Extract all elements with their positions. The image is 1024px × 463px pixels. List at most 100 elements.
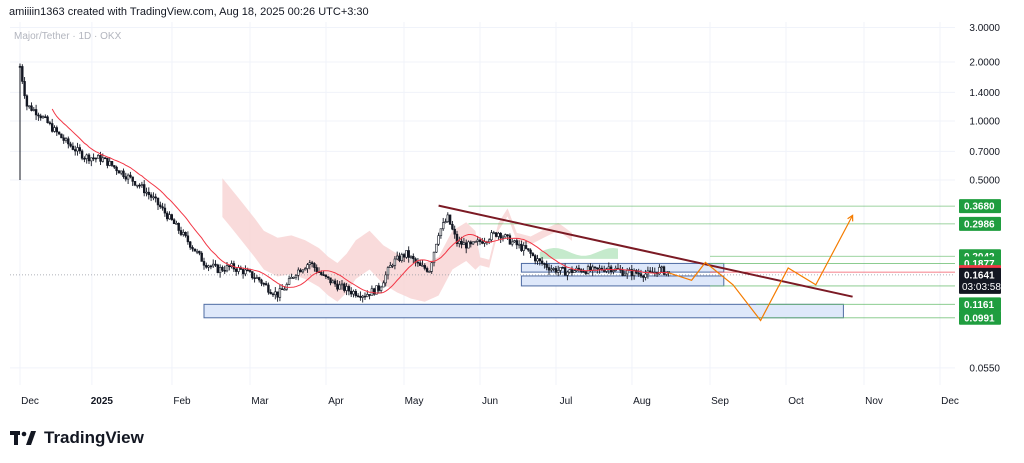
candle-body-72: [184, 232, 187, 237]
candle-body-24: [74, 149, 77, 152]
candle-body-127: [310, 262, 314, 264]
candle-body-215: [513, 240, 516, 243]
candle-body-272: [644, 273, 647, 278]
candle-body-142: [345, 286, 348, 291]
tradingview-logo: TradingView: [10, 428, 144, 448]
candle-body-232: [552, 268, 555, 270]
candle-body-246: [584, 271, 588, 274]
candle-body-131: [320, 272, 323, 275]
candle-body-262: [621, 269, 624, 276]
moving-average: [51, 108, 669, 294]
y-tick-6: 0.0550: [969, 363, 1000, 374]
candle-body-240: [570, 269, 574, 273]
candle-body-136: [331, 280, 334, 284]
candle-body-218: [520, 243, 523, 251]
candle-body-22: [69, 143, 72, 147]
y-tick-5: 0.5000: [969, 176, 1000, 187]
candle-body-223: [531, 253, 535, 256]
candle-body-21: [67, 138, 70, 145]
candle-body-179: [430, 262, 433, 272]
candle-body-47: [126, 174, 130, 180]
x-tick-10: Oct: [788, 396, 804, 407]
candle-body-89: [223, 270, 226, 272]
candle-body-155: [375, 285, 378, 295]
candle-body-44: [120, 170, 123, 174]
candle-body-175: [421, 265, 424, 267]
zone-0: [203, 303, 844, 319]
candle-body-101: [251, 271, 254, 279]
x-tick-1: 2025: [91, 396, 114, 407]
candle-body-55: [145, 191, 148, 194]
candle-body-118: [290, 276, 293, 279]
candle-body-200: [478, 239, 482, 242]
candle-body-4: [27, 105, 31, 108]
candle-body-187: [448, 214, 452, 225]
y-tick-4: 0.7000: [969, 147, 1000, 158]
level-tag-label-0: 0.3680: [964, 202, 995, 213]
candle-body-167: [402, 254, 406, 258]
level-tag-label-7: 0.0991: [964, 313, 995, 324]
candle-body-191: [458, 240, 461, 244]
sma-line: [51, 108, 669, 294]
candle-body-51: [136, 184, 139, 187]
candle-body-108: [267, 284, 270, 293]
candle-body-156: [377, 285, 380, 291]
candle-body-271: [642, 275, 645, 278]
candle-body-77: [195, 250, 199, 253]
candle-body-234: [556, 270, 560, 273]
candle-body-270: [639, 273, 643, 277]
candle-body-132: [322, 274, 325, 276]
candle-body-42: [115, 166, 118, 172]
price-axis: 3.0000 2.0000 1.4000 1.0000 0.7000 0.5000 0.05…: [959, 23, 1001, 374]
candle-body-112: [276, 291, 279, 298]
candle-body-74: [189, 241, 192, 248]
candle-body-178: [428, 271, 431, 273]
candle-body-76: [193, 248, 196, 252]
projection-line: [668, 215, 854, 322]
candle-body-98: [244, 269, 247, 275]
candle-body-33: [94, 157, 98, 160]
candle-body-256: [607, 266, 611, 270]
candle-body-8: [37, 114, 40, 117]
candle-body-80: [202, 261, 206, 266]
candle-body-125: [306, 264, 309, 269]
candle-body-67: [172, 219, 176, 225]
candle-body-29: [85, 154, 88, 159]
candle-body-48: [129, 174, 132, 178]
candle-body-267: [632, 269, 636, 276]
last-price-tag: [959, 267, 1001, 294]
level-tag-7: [959, 310, 1001, 325]
candle-body-207: [494, 232, 498, 237]
candle-body-82: [207, 265, 210, 268]
candle-body-186: [446, 214, 449, 222]
candle-body-228: [543, 263, 546, 265]
candle-body-220: [524, 245, 528, 249]
candle-body-121: [297, 269, 300, 276]
candle-body-84: [212, 263, 215, 267]
candle-body-243: [577, 267, 581, 270]
candle-body-53: [140, 184, 144, 187]
candle-body-157: [379, 286, 383, 291]
candle-body-192: [460, 240, 463, 245]
candle-body-133: [324, 274, 328, 277]
candle-body-230: [547, 267, 551, 271]
candle-body-266: [630, 269, 634, 276]
candle-body-213: [508, 235, 512, 245]
candle-body-5: [30, 105, 33, 111]
candle-body-233: [554, 268, 558, 273]
candle-body-250: [593, 266, 597, 269]
candle-body-227: [540, 260, 544, 264]
x-tick-9: Sep: [711, 396, 729, 407]
candle-body-238: [566, 271, 569, 276]
candle-body-183: [439, 228, 443, 236]
candle-body-144: [349, 290, 353, 295]
candle-body-176: [423, 265, 426, 269]
level-tag-label-3: 0.1877: [964, 259, 995, 270]
time-axis: Dec 2025 Feb Mar Apr May Jun Jul Aug Sep Oct Nov Dec: [21, 396, 959, 407]
candle-body-195: [467, 241, 470, 249]
candle-body-39: [108, 161, 111, 166]
candle-body-35: [99, 155, 102, 162]
x-tick-5: May: [405, 396, 424, 407]
candle-body-119: [292, 276, 295, 279]
